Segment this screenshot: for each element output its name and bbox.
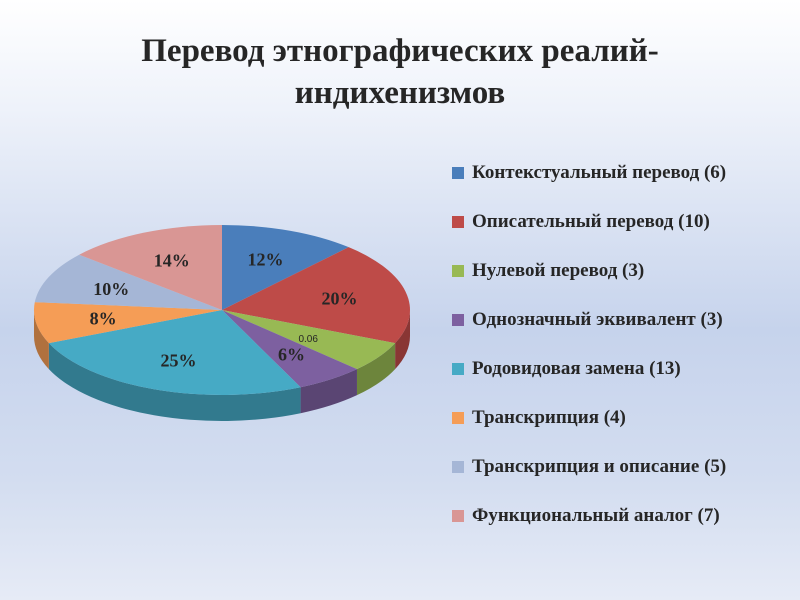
legend-item-8: Функциональный аналог (7) bbox=[452, 503, 792, 528]
pie-label-2: 20% bbox=[322, 288, 358, 308]
legend-label-8: Функциональный аналог (7) bbox=[472, 505, 720, 526]
pie-slice-4 bbox=[222, 310, 357, 388]
legend-label-1: Контекстуальный перевод (6) bbox=[472, 162, 727, 183]
slide-title: Перевод этнографических реалий- индихени… bbox=[40, 30, 760, 114]
legend-label-7: Транскрипция и описание (5) bbox=[472, 456, 727, 477]
legend-swatch-5 bbox=[452, 363, 464, 375]
legend-item-1: Контекстуальный перевод (6) bbox=[452, 160, 792, 185]
legend-swatch-3 bbox=[452, 265, 464, 277]
pie-label-7: 10% bbox=[93, 279, 129, 299]
pie-side-2 bbox=[395, 310, 410, 370]
slide-title-line-1: Перевод этнографических реалий- bbox=[141, 33, 659, 69]
pie-side-3 bbox=[356, 343, 396, 396]
legend-item-2: Описательный перевод (10) bbox=[452, 209, 792, 234]
legend-swatch-8 bbox=[452, 510, 464, 522]
pie-label-1: 12% bbox=[247, 249, 283, 269]
legend-item-3: Нулевой перевод (3) bbox=[452, 258, 792, 283]
legend-label-6: Транскрипция (4) bbox=[472, 407, 626, 428]
pie-label-6: 8% bbox=[90, 308, 117, 328]
pie-labels: 12% 20% 0.066% 25% 8% 10% 14% bbox=[90, 249, 358, 370]
pie-slice-3 bbox=[222, 310, 396, 370]
pie-sides bbox=[34, 310, 410, 421]
pie-slice-1 bbox=[222, 225, 349, 310]
slide-title-line-2: индихенизмов bbox=[294, 75, 506, 111]
legend-label-3: Нулевой перевод (3) bbox=[472, 260, 645, 281]
pie-label-4: 6% bbox=[278, 344, 305, 364]
legend-swatch-7 bbox=[452, 461, 464, 473]
legend-swatch-6 bbox=[452, 412, 464, 424]
legend-item-5: Родовидовая замена (13) bbox=[452, 356, 792, 381]
legend-label-5: Родовидовая замена (13) bbox=[472, 358, 681, 379]
pie-label-3: 0.06 bbox=[298, 334, 318, 345]
legend-label-2: Описательный перевод (10) bbox=[472, 211, 710, 232]
legend-item-6: Транскрипция (4) bbox=[452, 405, 792, 430]
chart-legend: Контекстуальный перевод (6) Описательный … bbox=[452, 160, 792, 552]
pie-slices bbox=[34, 225, 410, 395]
pie-slice-5 bbox=[48, 310, 301, 395]
pie-slice-2 bbox=[222, 247, 410, 344]
pie-side-6 bbox=[34, 310, 49, 370]
legend-swatch-4 bbox=[452, 314, 464, 326]
pie-slice-8 bbox=[79, 225, 222, 310]
pie-label-5: 25% bbox=[161, 351, 197, 371]
legend-label-4: Однозначный эквивалент (3) bbox=[472, 309, 723, 330]
pie-label-8: 14% bbox=[154, 251, 190, 271]
legend-item-4: Однозначный эквивалент (3) bbox=[452, 307, 792, 332]
legend-item-7: Транскрипция и описание (5) bbox=[452, 454, 792, 479]
pie-slice-6 bbox=[34, 302, 222, 344]
pie-slice-7 bbox=[34, 254, 223, 310]
pie-side-5 bbox=[48, 343, 301, 421]
legend-swatch-1 bbox=[452, 167, 464, 179]
legend-swatch-2 bbox=[452, 216, 464, 228]
pie-side-4 bbox=[300, 369, 357, 414]
